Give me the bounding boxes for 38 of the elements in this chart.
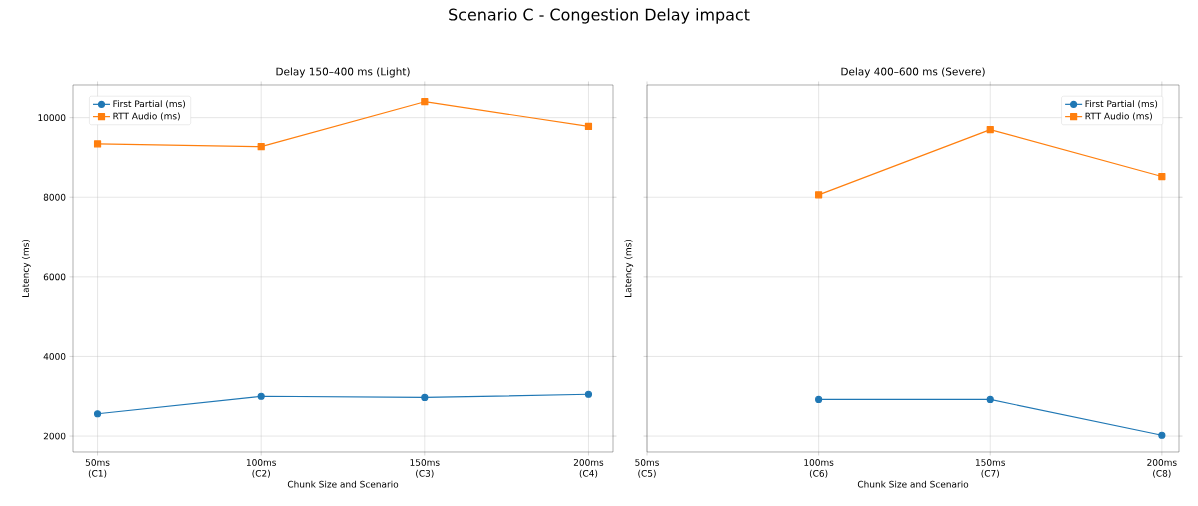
x-tick-label: 150ms (C7) [975, 459, 1006, 478]
point [257, 392, 265, 400]
y-tick-label: 2000 [43, 432, 66, 440]
y-tick-label: 6000 [43, 273, 66, 281]
point [815, 395, 823, 404]
point [986, 125, 994, 134]
point [93, 410, 102, 418]
point [1158, 431, 1166, 439]
y-tick-label: 8000 [43, 193, 66, 201]
x-tick-label: 200ms (C4) [573, 459, 604, 478]
x-axis-title: Chunk Size and Scenario [857, 480, 969, 488]
point [1158, 172, 1166, 181]
x-tick-label: 150ms (C3) [410, 459, 440, 478]
x-axis-title: Chunk Size and Scenario [287, 480, 399, 488]
y-axis-title: Latency (ms) [624, 239, 634, 297]
chart-title: Delay 400–600 ms (Severe) [841, 67, 985, 78]
x-tick-label: 200ms (C8) [1147, 459, 1177, 478]
point [986, 395, 994, 404]
x-tick-label: 50ms (C5) [635, 459, 659, 478]
legend-label: First Partial (ms) [1085, 100, 1158, 109]
point [421, 393, 429, 402]
point [815, 191, 823, 199]
point [584, 390, 593, 398]
text: Scenario C - Congestion Delay impact [449, 8, 750, 24]
legend-label: RTT Audio (ms) [113, 112, 180, 121]
y-tick-label: 10000 [38, 114, 66, 122]
point [584, 122, 593, 130]
x-tick-label: 50ms (C1) [85, 459, 110, 478]
chart-title: Delay 150–400 ms (Light) [276, 67, 410, 78]
x-tick-label: 100ms (C2) [246, 459, 277, 478]
legend-label: First Partial (ms) [113, 100, 185, 109]
y-axis-title: Latency (ms) [21, 239, 31, 297]
legend-label: RTT Audio (ms) [1085, 112, 1152, 121]
point [257, 143, 265, 151]
point [93, 140, 102, 148]
x-tick-label: 100ms (C6) [804, 459, 834, 478]
y-tick-label: 4000 [43, 353, 66, 360]
point [421, 98, 429, 106]
